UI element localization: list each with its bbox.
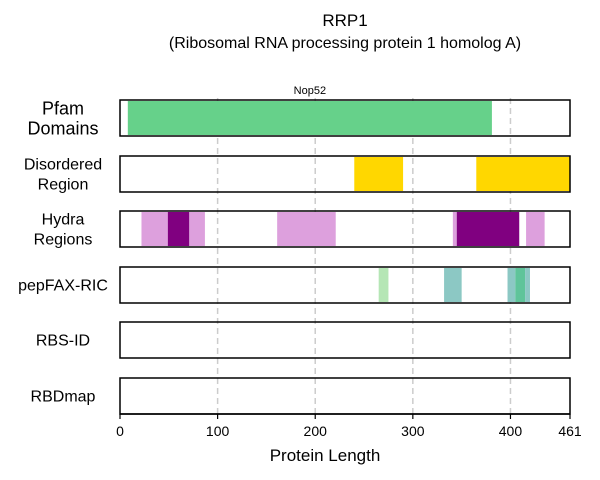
segment-label: Nop52 xyxy=(294,85,326,97)
track-segment xyxy=(526,212,545,246)
track-area xyxy=(120,267,570,303)
track-segment xyxy=(127,101,492,135)
x-tick-label: 100 xyxy=(206,423,230,439)
track-segment xyxy=(277,212,336,246)
track-label: RBDmap xyxy=(31,389,96,406)
x-tick-label: 461 xyxy=(558,423,582,439)
chart-title: RRP1 xyxy=(322,11,368,30)
track-segment xyxy=(525,268,530,302)
track-segment xyxy=(456,212,520,246)
track-segment xyxy=(167,212,190,246)
track-segment xyxy=(141,212,168,246)
x-tick-label: 300 xyxy=(401,423,425,439)
track-label: RBS-ID xyxy=(36,333,90,350)
x-tick-label: 200 xyxy=(304,423,328,439)
track-segment xyxy=(189,212,205,246)
track-label: pepFAX-RIC xyxy=(18,278,108,295)
x-axis-label: Protein Length xyxy=(270,446,381,465)
track-segment xyxy=(507,268,516,302)
track-border xyxy=(119,210,571,248)
track-label: Pfam Domains xyxy=(27,98,98,138)
track-area xyxy=(120,322,570,358)
track-segment xyxy=(452,212,457,246)
x-tick-label: 400 xyxy=(499,423,523,439)
track-segment xyxy=(354,157,404,191)
track-border xyxy=(119,99,571,137)
track-label: Hydra Regions xyxy=(34,212,93,249)
track-border xyxy=(119,155,571,193)
track-segment xyxy=(378,268,389,302)
track-segment xyxy=(476,157,570,191)
x-tick-label: 0 xyxy=(116,423,124,439)
track-label: Disordered Region xyxy=(24,157,102,194)
track-segment xyxy=(444,268,462,302)
track-border xyxy=(119,266,571,304)
chart-subtitle: (Ribosomal RNA processing protein 1 homo… xyxy=(168,35,522,52)
track-border xyxy=(119,377,571,415)
track-area xyxy=(120,378,570,414)
track-segment xyxy=(515,268,526,302)
track-border xyxy=(119,321,571,359)
